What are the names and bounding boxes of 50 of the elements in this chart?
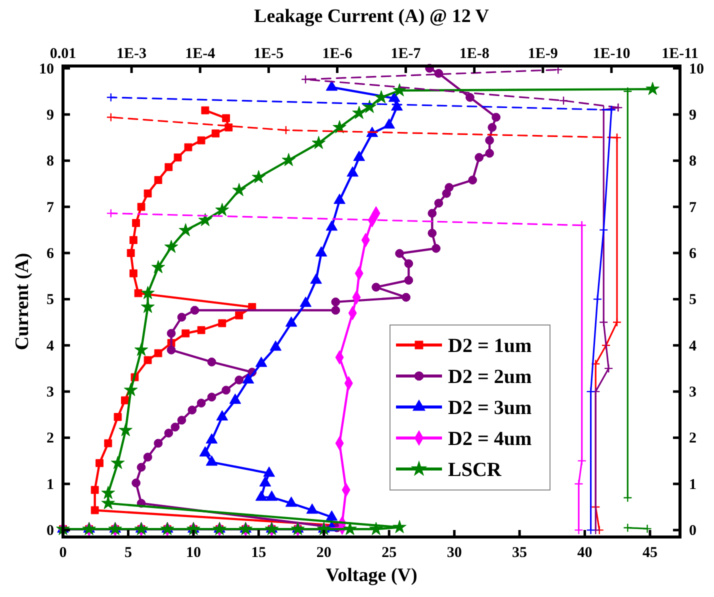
y-tick-label: 3 bbox=[46, 384, 54, 401]
y2-tick-label: 0 bbox=[689, 523, 696, 540]
x-tick-label: 35 bbox=[512, 545, 528, 561]
x-tick-label: 45 bbox=[642, 545, 658, 561]
y2-tick-label: 7 bbox=[689, 200, 697, 216]
y-tick-label: 5 bbox=[46, 292, 54, 308]
y2-tick-label: 2 bbox=[689, 430, 696, 447]
x-tick-label: 25 bbox=[382, 545, 397, 561]
x2-tick-label: 1E-6 bbox=[322, 46, 353, 62]
x2-tick-label: 1E-7 bbox=[390, 46, 422, 62]
x-tick-label: 5 bbox=[124, 545, 132, 561]
y2-tick-label: 4 bbox=[689, 338, 697, 354]
y-tick-label: 0 bbox=[46, 523, 54, 540]
x2-tick-label: 1E-9 bbox=[528, 46, 558, 62]
x2-tick-label: 1E-5 bbox=[254, 46, 284, 62]
x-axis-title: Voltage (V) bbox=[326, 565, 418, 586]
x2-tick-label: 1E-11 bbox=[662, 46, 698, 62]
x-tick-label: 0 bbox=[59, 545, 67, 561]
y-tick-label: 8 bbox=[46, 154, 54, 170]
legend-label: D2 = 4um bbox=[448, 428, 532, 450]
legend-label: D2 = 1um bbox=[448, 335, 532, 357]
x2-axis-title: Leakage Current (A) @ 12 V bbox=[254, 6, 490, 27]
y2-tick-label: 1 bbox=[689, 476, 696, 493]
y-tick-label: 7 bbox=[46, 200, 54, 216]
legend-label: LSCR bbox=[448, 459, 502, 481]
x-tick-label: 10 bbox=[186, 545, 201, 561]
y2-tick-label: 9 bbox=[689, 107, 696, 124]
y2-tick-label: 3 bbox=[689, 384, 696, 401]
x-tick-label: 15 bbox=[251, 545, 266, 561]
x2-tick-label: 1E-4 bbox=[185, 46, 216, 62]
x2-tick-label: 1E-3 bbox=[116, 46, 147, 62]
y-tick-label: 2 bbox=[46, 430, 54, 447]
y2-tick-label: 8 bbox=[689, 154, 696, 170]
y-tick-label: 9 bbox=[46, 107, 54, 124]
legend-label: D2 = 3um bbox=[448, 397, 532, 419]
y-tick-label: 6 bbox=[46, 246, 54, 262]
x2-tick-label: 1E-8 bbox=[459, 46, 490, 62]
legend-label: D2 = 2um bbox=[448, 366, 532, 388]
y-tick-label: 10 bbox=[39, 61, 54, 78]
y2-tick-label: 5 bbox=[689, 292, 696, 308]
y-tick-label: 4 bbox=[46, 338, 54, 354]
y-tick-label: 1 bbox=[46, 476, 54, 493]
y2-tick-label: 6 bbox=[689, 246, 697, 262]
y-axis-title: Current (A) bbox=[12, 252, 33, 350]
x2-tick-label: 1E-10 bbox=[592, 46, 630, 62]
y2-tick-label: 10 bbox=[689, 61, 704, 78]
x-tick-label: 40 bbox=[577, 545, 592, 561]
x-tick-label: 30 bbox=[446, 545, 462, 561]
x-tick-label: 20 bbox=[316, 545, 332, 561]
x2-tick-label: 0.01 bbox=[50, 46, 76, 62]
